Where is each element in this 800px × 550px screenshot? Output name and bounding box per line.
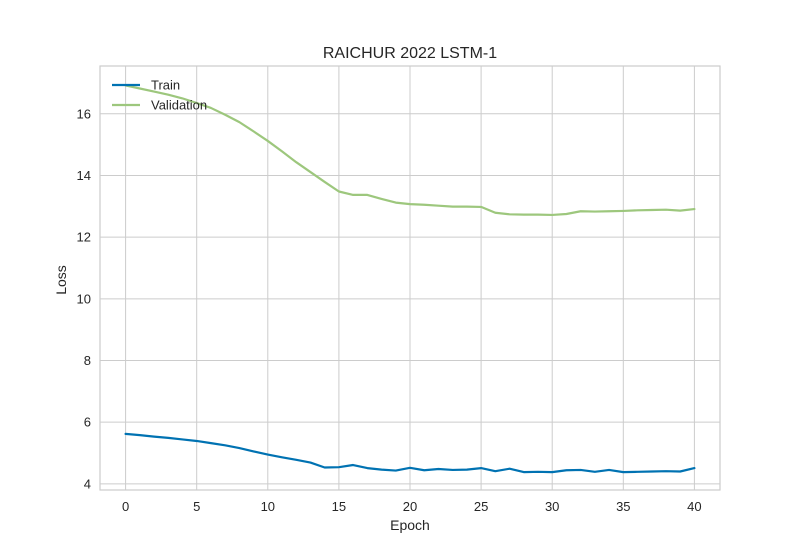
- series-line-train: [124, 432, 696, 474]
- y-tick-label: 16: [77, 106, 91, 121]
- y-tick-label: 4: [84, 476, 91, 491]
- legend: Train Validation: [112, 78, 207, 113]
- x-tick-label: 25: [474, 499, 488, 514]
- chart-title: RAICHUR 2022 LSTM-1: [323, 45, 497, 62]
- x-tick-labels: 0 5 10 15 20 25 30 35 40: [122, 499, 702, 514]
- series-line-validation: [124, 84, 696, 217]
- legend-label-validation: Validation: [151, 98, 207, 113]
- x-tick-label: 0: [122, 499, 129, 514]
- series-lines: [124, 84, 696, 474]
- y-tick-label: 14: [77, 168, 91, 183]
- x-tick-label: 5: [193, 499, 200, 514]
- y-tick-labels: 4 6 8 10 12 14 16: [77, 106, 91, 491]
- x-tick-label: 20: [403, 499, 417, 514]
- x-tick-label: 35: [616, 499, 630, 514]
- legend-label-train: Train: [151, 78, 180, 93]
- y-axis-label: Loss: [53, 265, 69, 295]
- y-tick-label: 6: [84, 415, 91, 430]
- x-tick-label: 10: [261, 499, 275, 514]
- x-tick-label: 15: [332, 499, 346, 514]
- grid: [100, 66, 720, 490]
- plot-frame: [99, 65, 721, 491]
- x-tick-label: 30: [545, 499, 559, 514]
- y-tick-label: 8: [84, 353, 91, 368]
- x-axis-label: Epoch: [390, 517, 430, 533]
- y-tick-label: 12: [77, 230, 91, 245]
- y-tick-label: 10: [77, 291, 91, 306]
- x-tick-label: 40: [687, 499, 701, 514]
